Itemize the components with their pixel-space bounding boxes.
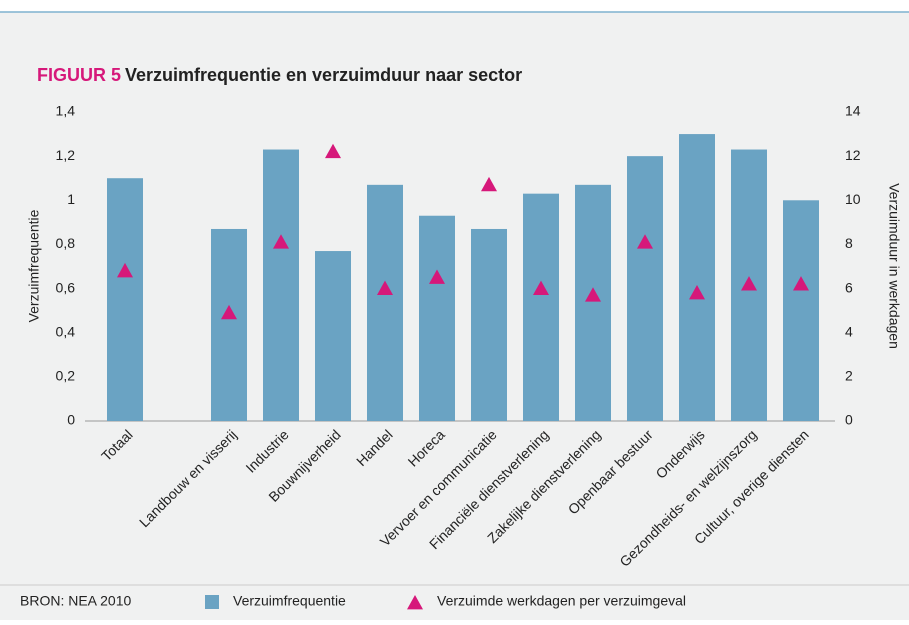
triangle-marker — [481, 176, 497, 192]
legend-label: Verzuimde werkdagen per verzuimgeval — [437, 593, 686, 609]
triangle-marker — [429, 269, 445, 284]
y-tick-label: 0 — [67, 412, 75, 428]
bar — [627, 156, 663, 421]
bar — [523, 193, 559, 421]
y2-tick-label: 12 — [845, 147, 861, 163]
triangle-marker — [533, 280, 549, 295]
bar — [263, 149, 299, 421]
y-tick-label: 0,6 — [56, 279, 76, 295]
bar — [471, 228, 507, 421]
triangle-marker — [377, 280, 393, 295]
y-tick-label: 1,4 — [56, 103, 76, 119]
legend-label: Verzuimfrequentie — [233, 593, 346, 609]
y2-axis-label: Verzuimduur in werkdagen — [886, 183, 902, 349]
y2-tick-label: 10 — [845, 191, 861, 207]
bar — [367, 184, 403, 421]
chart-title: Verzuimfrequentie en verzuimduur naar se… — [125, 65, 522, 85]
y2-tick-label: 2 — [845, 368, 853, 384]
y-axis-label: Verzuimfrequentie — [26, 209, 42, 322]
y-tick-label: 0,4 — [56, 323, 76, 339]
bar — [315, 251, 351, 421]
legend-swatch — [407, 595, 423, 610]
y2-tick-label: 8 — [845, 235, 853, 251]
triangle-marker — [741, 276, 757, 291]
y-tick-label: 1,2 — [56, 147, 76, 163]
triangle-marker — [325, 143, 341, 159]
y-tick-label: 1 — [67, 191, 75, 207]
figure-label: FIGUUR 5 — [37, 65, 121, 85]
triangle-marker — [585, 287, 601, 302]
triangle-marker — [273, 234, 289, 249]
source: BRON: NEA 2010 — [20, 593, 131, 609]
bar — [107, 178, 143, 421]
y2-tick-label: 14 — [845, 103, 861, 119]
bar — [783, 200, 819, 421]
triangle-marker — [689, 284, 705, 300]
y2-tick-label: 4 — [845, 323, 853, 339]
y-tick-label: 0,8 — [56, 235, 76, 251]
legend-swatch — [205, 595, 219, 609]
y2-tick-label: 6 — [845, 279, 853, 295]
triangle-marker — [117, 262, 133, 278]
triangle-marker — [221, 304, 237, 320]
bar — [575, 184, 611, 421]
bar — [419, 215, 455, 421]
bar — [211, 228, 247, 421]
y2-tick-label: 0 — [845, 412, 853, 428]
bar — [679, 134, 715, 422]
triangle-marker — [637, 234, 653, 249]
triangle-marker — [793, 276, 809, 291]
y-tick-label: 0,2 — [56, 368, 76, 384]
